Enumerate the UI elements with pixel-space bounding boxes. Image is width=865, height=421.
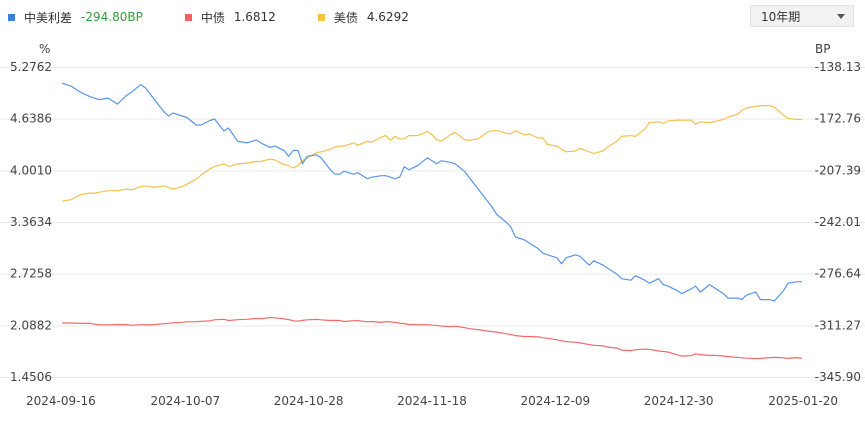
left-axis-tick: 4.0010: [10, 163, 52, 177]
right-axis-tick: -276.64: [815, 267, 861, 281]
series-line-spread: [61, 82, 802, 302]
legend-item-us[interactable]: 美债 4.6292: [317, 9, 409, 26]
period-select-value: 10年期: [761, 9, 801, 24]
legend-label-spread: 中美利差: [24, 10, 73, 25]
left-axis-unit: %: [39, 42, 50, 56]
chevron-down-icon: [837, 13, 845, 19]
legend-item-spread[interactable]: 中美利差 -294.80BP: [8, 9, 143, 26]
right-axis-tick: -311.27: [815, 318, 861, 332]
series-line-us: [61, 105, 802, 202]
legend-label-cn: 中债: [200, 10, 225, 25]
left-axis-tick: 3.3634: [10, 215, 52, 229]
x-axis-tick: 2024-12-09: [520, 394, 590, 408]
legend-swatch-cn: [184, 13, 192, 21]
legend-swatch-us: [317, 13, 325, 21]
legend-value-spread: -294.80BP: [81, 10, 143, 24]
period-select[interactable]: 10年期: [750, 5, 854, 27]
legend-value-cn: 1.6812: [233, 10, 276, 24]
x-axis-tick: 2024-11-18: [397, 394, 467, 408]
left-axis-tick: 5.2762: [10, 60, 52, 74]
x-axis-tick: 2024-09-16: [26, 394, 96, 408]
right-axis-unit: BP: [815, 42, 830, 56]
series-line-cn: [62, 316, 803, 360]
left-axis-tick: 1.4506: [10, 370, 52, 384]
right-axis-tick: -138.13: [815, 60, 861, 74]
chart-legend: 中美利差 -294.80BP 中债 1.6812 美债 4.6292: [8, 8, 451, 26]
x-axis-tick: 2025-01-20: [768, 394, 838, 408]
right-axis-tick: -207.39: [815, 163, 861, 177]
x-axis-tick: 2024-10-28: [274, 394, 344, 408]
right-axis-tick: -345.90: [815, 370, 861, 384]
legend-swatch-spread: [8, 13, 15, 21]
left-axis-tick: 2.7258: [10, 267, 52, 281]
right-axis-tick: -172.76: [815, 112, 861, 126]
chart-axes: % BP 5.2762 4.6386 4.0010 3.3634 2.7258 2.0882 1…: [10, 42, 861, 408]
left-axis-tick: 4.6386: [10, 112, 52, 126]
legend-value-us: 4.6292: [366, 10, 409, 24]
x-axis-tick: 2024-10-07: [150, 394, 220, 408]
chart-series: [61, 82, 803, 360]
legend-item-cn[interactable]: 中债 1.6812: [184, 9, 276, 26]
left-axis-tick: 2.0882: [10, 318, 52, 332]
legend-label-us: 美债: [333, 10, 358, 25]
right-axis-tick: -242.01: [815, 215, 861, 229]
chart-grid: [0, 67, 865, 378]
x-axis-tick: 2024-12-30: [644, 394, 714, 408]
